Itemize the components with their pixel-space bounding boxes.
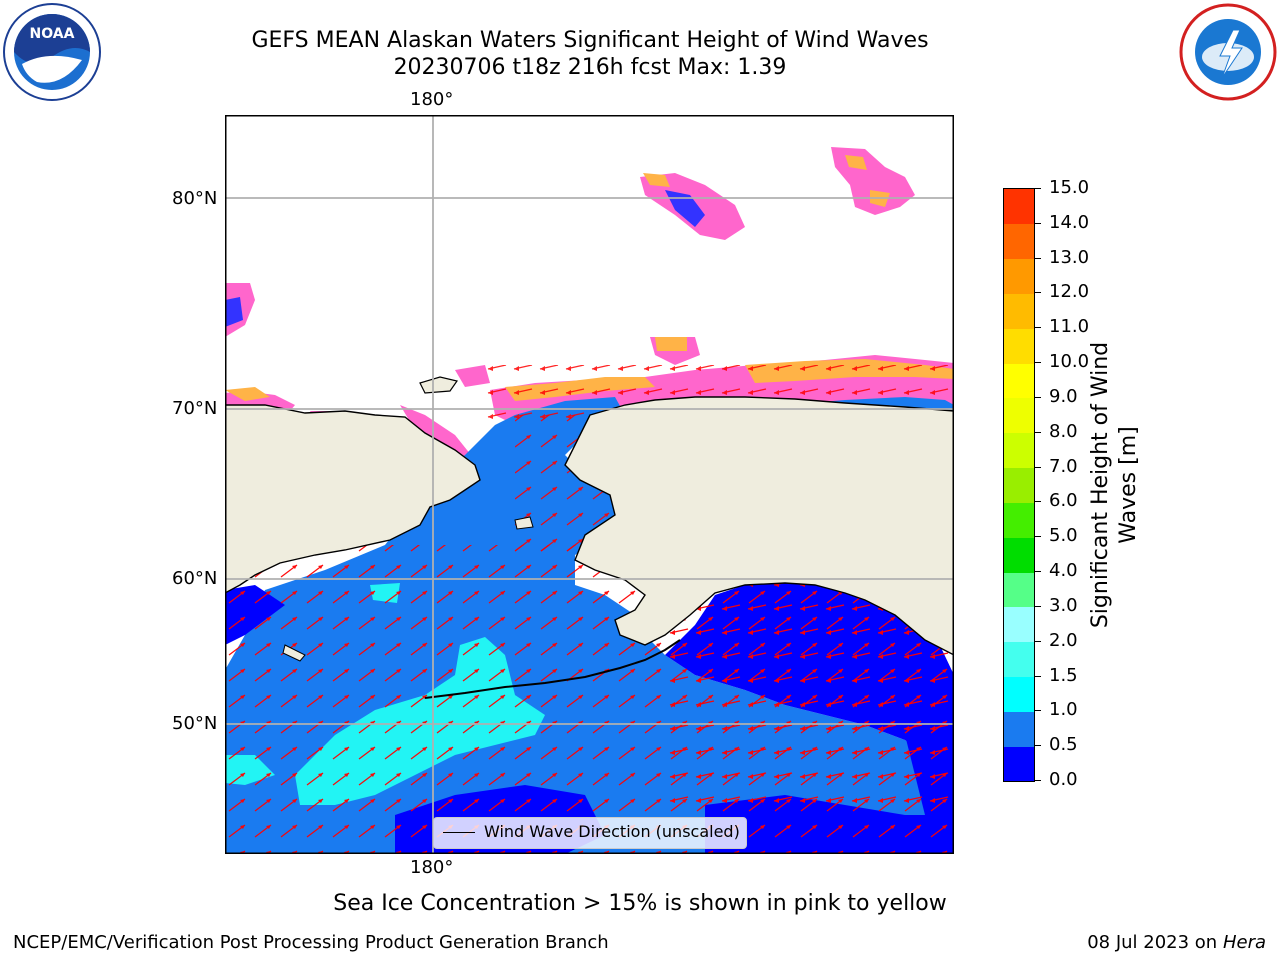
colorbar-ticks: 15.0 14.0 13.0 12.0 11.0 10.0 9.0 8.0 7.0 6.0 5.0 4… [1034, 177, 1094, 790]
graticule [225, 115, 954, 854]
colorbar-tick-label: 0.5 [1049, 734, 1078, 756]
colorbar-segment [1004, 189, 1034, 225]
colorbar-tick-mark [1034, 675, 1041, 677]
colorbar-segment [1004, 641, 1034, 678]
colorbar-segment [1004, 432, 1034, 469]
colorbar-tick-label: 13.0 [1049, 246, 1090, 268]
colorbar-segment [1004, 223, 1034, 260]
colorbar-tick-label: 5.0 [1049, 525, 1078, 547]
colorbar-segment [1004, 572, 1034, 608]
land-alaska [564, 396, 955, 657]
colorbar-tick-label: 11.0 [1049, 316, 1090, 338]
legend-line-icon [443, 832, 475, 833]
lon-label-top: 180° [410, 89, 454, 110]
colorbar-tick-label: 6.0 [1049, 490, 1078, 512]
colorbar-tick-mark [1034, 188, 1041, 189]
lat-label-70n: 70°N [172, 398, 218, 419]
colorbar-segment [1004, 676, 1034, 712]
colorbar [1003, 188, 1035, 782]
colorbar-tick-label: 4.0 [1049, 560, 1078, 582]
colorbar-tick-mark [1034, 292, 1041, 294]
title-line-2: 20230706 t18z 216h fcst Max: 1.39 [393, 55, 787, 80]
colorbar-segment [1004, 328, 1034, 364]
colorbar-tick-mark [1034, 571, 1041, 573]
lon-label-bottom: 180° [410, 857, 454, 878]
colorbar-tick-label: 15.0 [1049, 177, 1090, 198]
colorbar-fill [1004, 189, 1034, 782]
colorbar-segment [1004, 502, 1034, 538]
colorbar-tick-mark [1034, 640, 1041, 642]
colorbar-tick-mark [1034, 362, 1041, 364]
colorbar-segment [1004, 363, 1034, 399]
colorbar-tick-mark [1034, 466, 1041, 468]
land-siberia [224, 404, 481, 595]
colorbar-tick-label: 8.0 [1049, 420, 1078, 442]
colorbar-tick-label: 3.0 [1049, 594, 1078, 616]
colorbar-tick-mark [1034, 536, 1041, 538]
colorbar-tick-label: 2.0 [1049, 629, 1078, 651]
colorbar-segment [1004, 467, 1034, 503]
colorbar-tick-mark [1034, 780, 1041, 781]
colorbar-tick-label: 0.0 [1049, 769, 1078, 790]
colorbar-segment [1004, 746, 1034, 782]
colorbar-label: Significant Height of Wind Waves [m] [1088, 341, 1141, 629]
colorbar-segment [1004, 397, 1034, 434]
colorbar-segment [1004, 606, 1034, 643]
sea-ice-note: Sea Ice Concentration > 15% is shown in … [333, 891, 947, 916]
aleutian-islands [424, 639, 681, 699]
colorbar-tick-mark [1034, 222, 1041, 224]
colorbar-tick-mark [1034, 327, 1041, 329]
colorbar-tick-mark [1034, 710, 1041, 712]
lat-label-80n: 80°N [172, 188, 218, 209]
colorbar-tick-mark [1034, 501, 1041, 503]
footer-branch: NCEP/EMC/Verification Post Processing Pr… [13, 932, 609, 953]
map-legend: Wind Wave Direction (unscaled) [433, 817, 747, 849]
colorbar-tick-label: 1.5 [1049, 664, 1078, 686]
noaa-text: NOAA [30, 26, 75, 42]
colorbar-tick-label: 1.0 [1049, 699, 1078, 721]
colorbar-segment [1004, 258, 1034, 294]
lat-label-60n: 60°N [172, 568, 218, 589]
colorbar-tick-label: 7.0 [1049, 455, 1078, 477]
colorbar-segment [1004, 537, 1034, 573]
colorbar-tick-label: 9.0 [1049, 385, 1078, 407]
map-svg [224, 115, 955, 854]
colorbar-tick-mark [1034, 431, 1041, 433]
map-panel: Wind Wave Direction (unscaled) [224, 115, 955, 854]
footer-date: 08 Jul 2023 on Hera [1087, 932, 1266, 953]
colorbar-segment [1004, 711, 1034, 747]
noaa-logo-icon: NOAA [2, 2, 102, 102]
lat-label-50n: 50°N [172, 713, 218, 734]
colorbar-tick-label: 10.0 [1049, 351, 1090, 373]
colorbar-tick-mark [1034, 605, 1041, 607]
footer-date-text: 08 Jul 2023 on [1087, 932, 1223, 953]
colorbar-tick-label: 12.0 [1049, 281, 1090, 303]
footer-host: Hera [1222, 932, 1266, 953]
colorbar-tick-label: 14.0 [1049, 211, 1090, 233]
colorbar-tick-mark [1034, 257, 1041, 259]
title-line-1: GEFS MEAN Alaskan Waters Significant Hei… [251, 28, 929, 53]
legend-label: Wind Wave Direction (unscaled) [484, 822, 740, 841]
colorbar-tick-mark [1034, 745, 1041, 747]
nws-logo-icon [1178, 2, 1278, 102]
colorbar-segment [1004, 293, 1034, 329]
colorbar-tick-mark [1034, 396, 1041, 398]
